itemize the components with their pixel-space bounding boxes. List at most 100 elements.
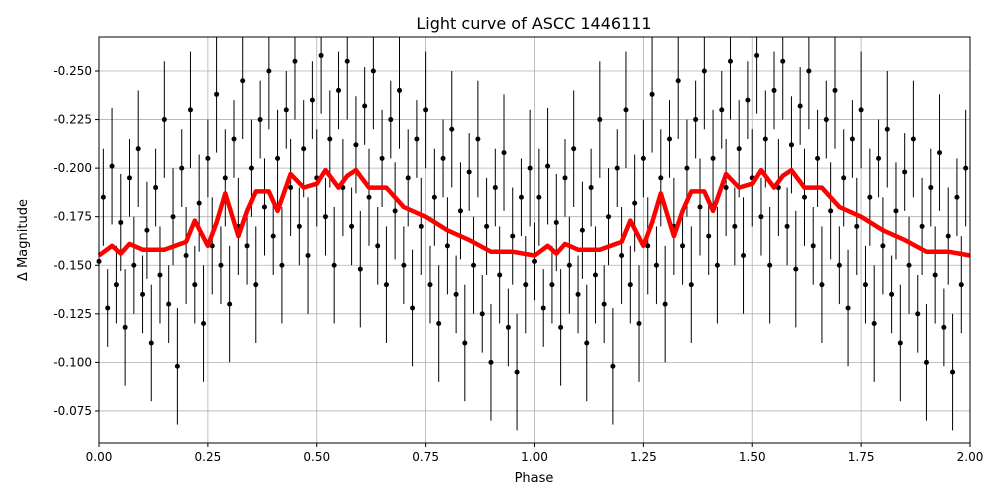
data-point: [793, 266, 799, 272]
data-point: [545, 163, 551, 169]
data-point: [614, 165, 620, 171]
data-point: [196, 200, 202, 206]
data-point: [958, 282, 964, 288]
data-point: [649, 91, 655, 97]
data-point: [867, 194, 873, 200]
data-point: [166, 301, 172, 307]
data-point: [667, 136, 673, 142]
data-point: [518, 194, 524, 200]
data-point: [767, 262, 773, 268]
y-tick-label: -0.150: [53, 258, 92, 272]
data-point: [928, 185, 934, 191]
data-point: [688, 282, 694, 288]
x-tick-label: 1.25: [630, 450, 657, 464]
data-point: [126, 175, 132, 181]
data-point: [532, 258, 537, 264]
data-point: [540, 305, 546, 311]
data-point: [370, 68, 376, 74]
data-point: [579, 227, 585, 233]
data-point: [444, 243, 450, 249]
data-point: [279, 262, 285, 268]
data-point: [436, 321, 442, 327]
data-point: [201, 321, 207, 327]
data-point: [684, 165, 690, 171]
x-tick-label: 0.00: [86, 450, 113, 464]
data-point: [884, 126, 890, 132]
data-point: [105, 305, 111, 311]
data-point: [492, 185, 498, 191]
data-point: [366, 194, 372, 200]
data-point: [741, 253, 747, 259]
data-point: [475, 136, 481, 142]
data-point: [357, 266, 363, 272]
data-point: [505, 324, 511, 330]
y-tick-label: -0.200: [53, 161, 92, 175]
y-tick-label: -0.225: [53, 113, 92, 127]
data-point: [414, 136, 420, 142]
data-point: [623, 107, 629, 113]
data-point: [706, 233, 712, 239]
data-point: [823, 117, 829, 123]
data-point: [349, 223, 355, 229]
data-point: [466, 169, 472, 175]
data-point: [118, 220, 124, 226]
data-point: [222, 175, 228, 181]
data-point: [392, 208, 398, 214]
data-point: [640, 155, 646, 161]
data-point: [427, 282, 433, 288]
data-point: [762, 136, 768, 142]
data-point: [523, 282, 529, 288]
data-point: [784, 223, 790, 229]
data-point: [845, 305, 851, 311]
data-point: [714, 262, 720, 268]
chart-title: Light curve of ASCC 1446111: [416, 14, 651, 33]
y-tick-label: -0.100: [53, 355, 92, 369]
data-point: [261, 204, 267, 210]
data-point: [457, 208, 463, 214]
data-point: [140, 291, 146, 297]
data-point: [375, 243, 381, 249]
data-point: [322, 214, 328, 220]
data-point: [910, 136, 916, 142]
data-point: [174, 363, 180, 369]
data-point: [836, 262, 842, 268]
data-point: [331, 262, 337, 268]
data-point: [231, 136, 237, 142]
x-axis-ticks: 0.00 0.25 0.50 0.75 1.00 1.25 1.50 1.75 2.00: [86, 443, 983, 464]
x-tick-label: 0.25: [195, 450, 222, 464]
data-point: [418, 223, 424, 229]
data-point: [828, 208, 834, 214]
data-point: [723, 185, 729, 191]
data-point: [266, 68, 272, 74]
data-point: [588, 185, 594, 191]
data-point: [858, 107, 864, 113]
data-point: [153, 185, 159, 191]
data-point: [584, 340, 590, 346]
data-point: [889, 291, 895, 297]
data-point: [697, 204, 703, 210]
data-point: [209, 243, 215, 249]
x-tick-label: 1.00: [521, 450, 548, 464]
data-point: [135, 146, 141, 152]
data-point: [362, 103, 368, 109]
data-point: [897, 340, 903, 346]
data-point: [270, 233, 276, 239]
data-point: [815, 155, 821, 161]
data-point: [963, 165, 969, 171]
data-point: [549, 282, 555, 288]
data-point: [701, 68, 707, 74]
data-point: [301, 146, 307, 152]
data-point: [780, 58, 786, 64]
data-point: [497, 272, 503, 278]
data-point: [327, 136, 333, 142]
data-point: [453, 291, 459, 297]
data-point: [771, 87, 777, 93]
y-tick-label: -0.175: [53, 210, 92, 224]
data-point: [296, 223, 302, 229]
data-point: [566, 262, 572, 268]
data-point: [950, 369, 956, 375]
data-point: [675, 78, 681, 84]
data-point: [257, 117, 263, 123]
data-point: [288, 185, 294, 191]
data-point: [440, 155, 446, 161]
